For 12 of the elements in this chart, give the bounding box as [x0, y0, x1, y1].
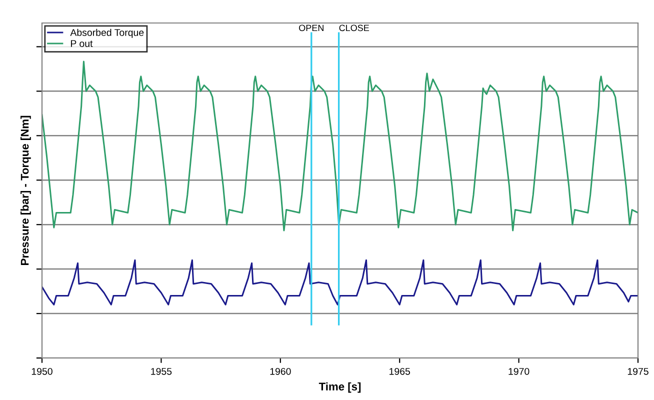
- x-tick-label: 1970: [508, 368, 530, 375]
- x-tick-label: 1965: [390, 368, 410, 375]
- x-tick-label: 1950: [32, 368, 52, 375]
- ref-line-label: CLOSE: [339, 24, 370, 32]
- x-axis-title: Time [s]: [318, 382, 361, 393]
- x-tick-label: 1975: [628, 368, 648, 375]
- ref-line-label: OPEN: [299, 24, 324, 32]
- x-tick-label: 1960: [270, 368, 291, 375]
- y-axis-title: Pressure [bar] - Torque [Nm]: [20, 116, 31, 265]
- legend-label: Absorbed Torque: [70, 28, 144, 38]
- x-tick-label: 1955: [151, 368, 172, 375]
- legend-label: P out: [70, 40, 93, 47]
